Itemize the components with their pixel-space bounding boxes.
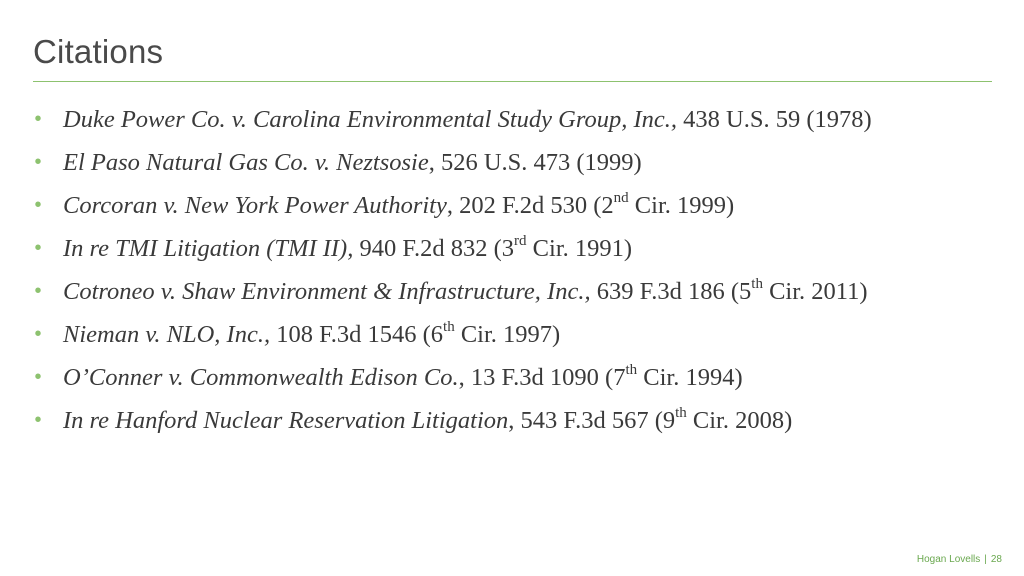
citation-tail: Cir. 1994)	[637, 364, 743, 391]
slide-footer: Hogan Lovells | 28	[917, 554, 1002, 565]
citation-item: • El Paso Natural Gas Co. v. Neztsosie, …	[30, 147, 990, 178]
citation-item: • Nieman v. NLO, Inc., 108 F.3d 1546 (6t…	[30, 319, 990, 350]
circuit-ordinal: th	[625, 361, 638, 378]
citation-item: • Duke Power Co. v. Carolina Environment…	[30, 104, 990, 135]
citation-tail: Cir. 2008)	[686, 407, 793, 434]
circuit-ordinal: th	[443, 318, 455, 335]
bullet-icon: •	[34, 237, 42, 259]
citation-text: 639 F.3d 186 (5	[590, 278, 752, 305]
citation-tail: Cir. 1997)	[454, 321, 561, 348]
citation-item: • O’Conner v. Commonwealth Edison Co., 1…	[30, 362, 990, 393]
citation-tail: Cir. 1991)	[526, 235, 633, 262]
citation-text: 108 F.3d 1546 (6	[270, 321, 444, 348]
bullet-icon: •	[34, 108, 42, 130]
citation-item: • In re Hanford Nuclear Reservation Liti…	[30, 405, 990, 436]
slide-title: Citations	[33, 33, 164, 70]
case-name: In re TMI Litigation (TMI II),	[63, 235, 354, 262]
citation-text: , 526 U.S. 473 (1999)	[428, 149, 642, 176]
citation-text: 940 F.2d 832 (3	[353, 235, 515, 262]
citation-text: , 202 F.2d 530 (2	[446, 192, 614, 219]
bullet-icon: •	[34, 366, 42, 388]
case-name: Nieman v. NLO, Inc.,	[63, 321, 271, 348]
case-name: El Paso Natural Gas Co. v. Neztsosie	[63, 149, 429, 176]
circuit-ordinal: th	[675, 404, 687, 421]
citation-text: , 543 F.3d 567 (9	[508, 407, 676, 434]
case-name: In re Hanford Nuclear Reservation Litiga…	[63, 407, 509, 434]
citation-tail: Cir. 1999)	[628, 192, 735, 219]
bullet-icon: •	[34, 280, 42, 302]
circuit-ordinal: nd	[613, 189, 629, 206]
footer-brand: Hogan Lovells	[916, 554, 981, 565]
citation-item: • Cotroneo v. Shaw Environment & Infrast…	[30, 276, 990, 307]
title-divider	[33, 81, 992, 82]
case-name: Duke Power Co. v. Carolina Environmental…	[63, 106, 677, 133]
case-name: O’Conner v. Commonwealth Edison Co.	[63, 364, 459, 391]
citation-item: • Corcoran v. New York Power Authority, …	[30, 190, 990, 221]
circuit-ordinal: rd	[514, 232, 527, 249]
bullet-icon: •	[34, 194, 42, 216]
citation-tail: Cir. 2011)	[762, 278, 868, 305]
citation-text: , 13 F.3d 1090 (7	[458, 364, 626, 391]
case-name: Cotroneo v. Shaw Environment & Infrastru…	[63, 278, 591, 305]
citation-item: • In re TMI Litigation (TMI II), 940 F.2…	[30, 233, 990, 264]
citation-text: 438 U.S. 59 (1978)	[677, 106, 872, 133]
citation-list: • Duke Power Co. v. Carolina Environment…	[30, 104, 990, 448]
bullet-icon: •	[34, 409, 42, 431]
case-name: Corcoran v. New York Power Authority	[63, 192, 447, 219]
bullet-icon: •	[34, 323, 42, 345]
footer-separator: |	[984, 554, 987, 565]
circuit-ordinal: th	[751, 275, 763, 292]
page-number: 28	[990, 554, 1002, 565]
bullet-icon: •	[34, 151, 42, 173]
